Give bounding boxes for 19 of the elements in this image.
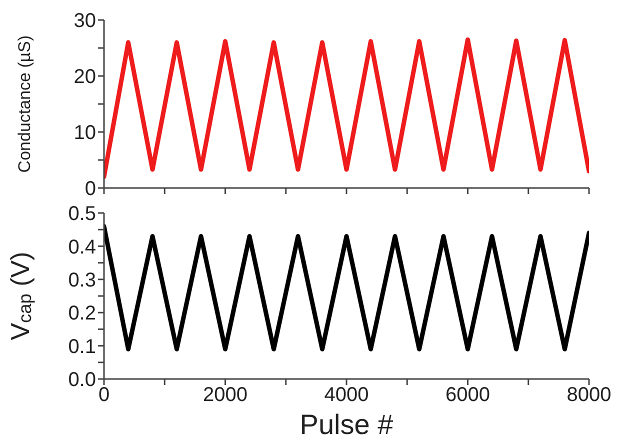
y-axis-title: Conductance (µS) [15,35,34,173]
x-tick-label: 2000 [203,384,248,406]
y-tick-label: 20 [74,66,96,88]
y-tick-label: 30 [74,10,96,32]
x-axis-title: Pulse # [300,409,394,440]
x-tick-label: 0 [98,384,110,406]
y-tick-label: 0.1 [68,336,96,358]
y-tick-label: 10 [74,122,96,144]
line-series [104,224,589,352]
y-tick-label: 0.2 [68,302,96,325]
y-tick-label: 0.5 [68,203,96,226]
y-tick-label: 0 [84,178,96,200]
x-tick-label: 8000 [566,384,612,406]
x-tick-label: 6000 [446,384,490,406]
line-series [104,37,589,180]
y-tick-label: 0.4 [68,236,96,258]
y-tick-label: 0.3 [68,270,96,292]
y-tick-label: 0.0 [68,369,96,392]
x-tick-label: 4000 [324,384,369,406]
